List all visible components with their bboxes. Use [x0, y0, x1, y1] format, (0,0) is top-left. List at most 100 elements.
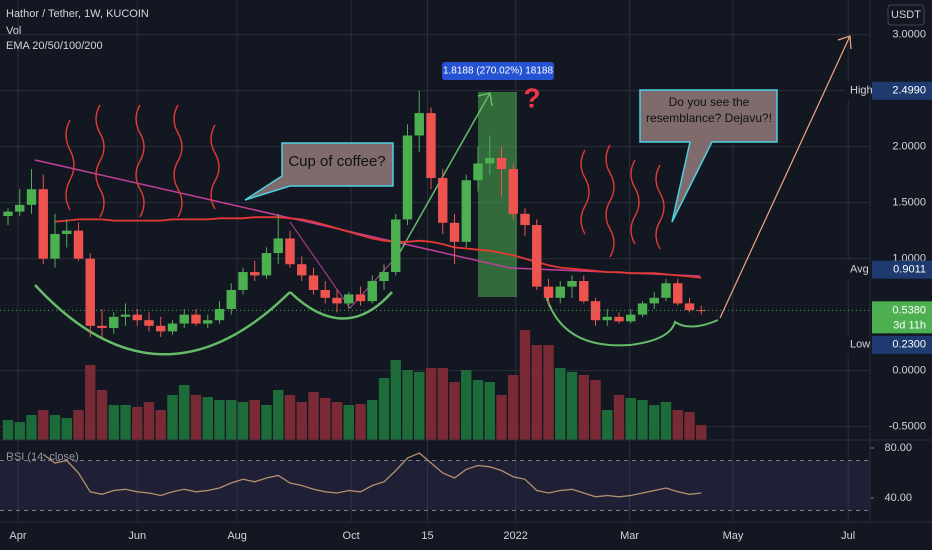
volume-bar [49, 415, 61, 440]
volume-bar [320, 398, 331, 440]
volume-bar [132, 407, 143, 440]
volume-bar [190, 395, 202, 440]
cup-curve [544, 291, 719, 347]
price-label-bg [845, 335, 870, 354]
rsi-tick-label: 80.00 [884, 442, 912, 454]
candle-body [473, 163, 483, 181]
volume-bar [237, 402, 249, 440]
price-label-box [872, 81, 932, 100]
x-tick-label: 15 [421, 530, 433, 542]
volume-bar [602, 410, 613, 440]
candle-body [3, 211, 13, 217]
legend: Vol [6, 25, 21, 37]
annotation: ? [523, 82, 540, 113]
arrow [719, 35, 852, 319]
price-label-bg [845, 260, 870, 279]
price-label-value: 0.2300 [892, 339, 926, 351]
annotation-box: Do you see the resemblance? Dejavu?! [645, 95, 773, 125]
candle-body [379, 272, 389, 282]
annotation: 1.8188 (270.02%) 18188 [443, 66, 554, 77]
volume-bar [96, 390, 108, 440]
candle-body [167, 323, 178, 332]
x-tick-label: 2022 [503, 530, 527, 542]
volume-bar [531, 345, 542, 440]
candle-body [344, 294, 354, 304]
volume-bar [202, 397, 213, 440]
candle-body [226, 289, 236, 310]
volume-bar [214, 400, 225, 440]
currency: USDT [891, 9, 921, 21]
volume-bar [625, 398, 636, 440]
candle-body [543, 286, 554, 298]
volume-bar [261, 405, 272, 440]
volume-bar [496, 395, 507, 440]
volume-bar [38, 410, 49, 440]
candle-body [214, 309, 225, 321]
callout [639, 89, 778, 223]
volume-bar [355, 404, 366, 440]
volume-bar [343, 405, 354, 440]
volume-bar [284, 395, 296, 440]
volume-bar [367, 400, 378, 440]
candle-body [626, 314, 636, 322]
volume-bar [108, 405, 119, 440]
candle-body [649, 297, 659, 304]
arrow [399, 92, 493, 253]
volume-bar [472, 380, 484, 440]
candle-body [532, 225, 542, 287]
candle-body [367, 281, 377, 302]
candle-body [449, 222, 460, 242]
price-label-name: High [850, 85, 873, 97]
candle-body [85, 258, 95, 326]
volume-bar [590, 380, 601, 440]
axes: 3.00002.50002.00001.50001.00000.0000-0.5… [9, 29, 932, 542]
candle-body [297, 264, 307, 276]
candle-body [120, 314, 131, 317]
countdown: 3d 11h [893, 319, 926, 331]
annotation: Cup of coffee? [288, 153, 385, 170]
volume-bar [155, 410, 166, 440]
y-tick-label: 3.0000 [892, 29, 926, 41]
candle-body [132, 314, 142, 321]
volume-bar [273, 390, 284, 440]
price-label-bg [845, 81, 870, 100]
volume-bar [308, 392, 319, 440]
ema-line [54, 216, 702, 279]
volume-bar [578, 375, 589, 440]
candle-body [26, 189, 37, 205]
price-label-name: Low [850, 339, 870, 351]
volume-bar [249, 400, 260, 440]
candle-body [332, 297, 342, 304]
x-tick-label: May [723, 530, 744, 542]
volume-bar [484, 382, 495, 440]
price-label-box [872, 260, 932, 279]
volume-bar [331, 402, 343, 440]
candle-body [590, 301, 601, 321]
x-tick-label: Apr [9, 530, 26, 542]
measure-label [442, 62, 554, 80]
y-tick-label: 1.5000 [892, 197, 926, 209]
candle-body [15, 204, 25, 212]
annotation: Do you see the resemblance? Dejavu?! [645, 95, 773, 125]
volume-bar [696, 425, 707, 440]
y-tick-label: 2.0000 [892, 141, 926, 153]
price-label-value: 0.9011 [893, 264, 926, 276]
rsi-band [0, 460, 870, 511]
volume-bar [390, 360, 401, 440]
volume-bar [2, 420, 14, 440]
volume-bar [226, 400, 237, 440]
volume-bar [543, 345, 554, 440]
price-label-name: Avg [850, 264, 869, 276]
candle-body [555, 286, 565, 298]
candle-body [156, 325, 166, 332]
volume-bar [566, 372, 578, 440]
volume-bar [378, 378, 390, 440]
candle-body [567, 281, 577, 287]
candle-body [496, 157, 507, 170]
currency-box [887, 4, 925, 26]
candle-body [203, 320, 213, 324]
candle-body [579, 281, 589, 302]
y-tick-label: -0.5000 [889, 420, 926, 432]
candle-body [438, 178, 448, 223]
y-tick-label: 0.0000 [892, 364, 926, 376]
